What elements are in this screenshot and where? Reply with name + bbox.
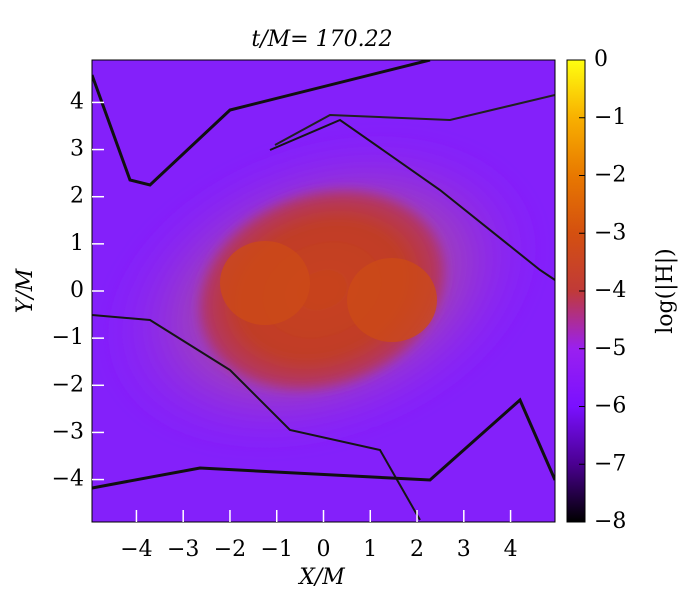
y-tick-label: 3: [70, 137, 84, 162]
colorbar-tick-label: −3: [594, 220, 626, 245]
colorbar-tick-label: 0: [594, 47, 608, 72]
y-tick-label: 1: [70, 231, 84, 256]
y-axis-label: Y/M: [13, 268, 38, 313]
x-tick-label: −3: [167, 537, 199, 562]
y-tick-label: 0: [70, 278, 84, 303]
colorbar-tick-label: −6: [594, 394, 626, 419]
x-tick-label: 2: [410, 537, 424, 562]
x-tick-label: 0: [317, 537, 331, 562]
y-tick-label: −3: [52, 419, 84, 444]
colorbar-tick-label: −4: [594, 278, 626, 303]
x-tick-label: −1: [261, 537, 293, 562]
colorbar-tick-label: −5: [594, 336, 626, 361]
y-tick-label: 4: [70, 89, 84, 114]
x-tick-label: 1: [363, 537, 377, 562]
x-tick-label: −4: [120, 537, 152, 562]
x-tick-label: −2: [214, 537, 246, 562]
y-tick-label: 2: [70, 184, 84, 209]
colorbar-label: log(|H|): [653, 248, 678, 334]
y-tick-label: −1: [52, 325, 84, 350]
x-tick-label: 3: [457, 537, 471, 562]
colorbar-tick-label: −7: [594, 451, 626, 476]
colorbar-tick-label: −8: [594, 509, 626, 534]
colorbar-tick-label: −2: [594, 163, 626, 188]
y-tick-label: −2: [52, 372, 84, 397]
field: [92, 60, 555, 522]
y-tick-label: −4: [52, 467, 84, 492]
chart-title: t/M= 170.22: [251, 27, 392, 52]
x-tick-label: 4: [504, 537, 518, 562]
colorbar-tick-label: −1: [594, 105, 626, 130]
x-axis-label: X/M: [297, 565, 345, 590]
